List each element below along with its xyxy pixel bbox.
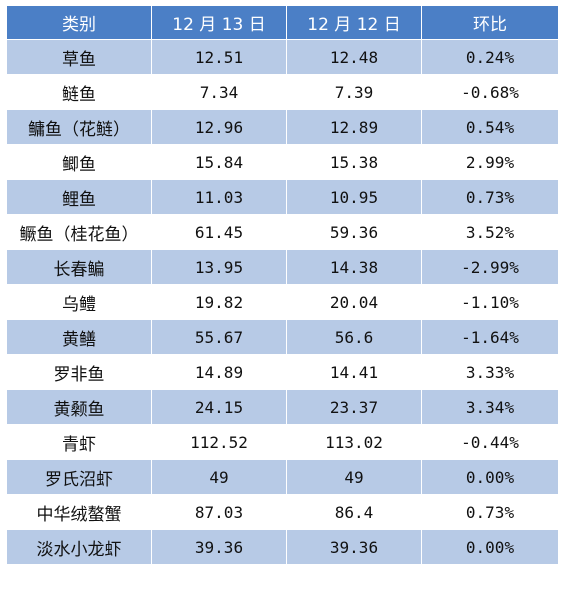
dec-13-price-cell: 13.95 <box>151 249 287 285</box>
header-dec-12: 12 月 12 日 <box>286 5 422 40</box>
change-cell: 0.24% <box>421 39 559 75</box>
table-row: 淡水小龙虾 39.36 39.36 0.00% <box>6 529 559 565</box>
table-row: 草鱼 12.51 12.48 0.24% <box>6 39 559 75</box>
dec-12-price-cell: 86.4 <box>286 494 422 530</box>
dec-13-price-cell: 11.03 <box>151 179 287 215</box>
dec-12-price-cell: 113.02 <box>286 424 422 460</box>
category-cell: 青虾 <box>6 424 152 460</box>
dec-12-price-cell: 12.89 <box>286 109 422 145</box>
header-row: 类别 12 月 13 日 12 月 12 日 环比 <box>6 5 559 40</box>
change-cell: 0.54% <box>421 109 559 145</box>
dec-12-price-cell: 10.95 <box>286 179 422 215</box>
dec-13-price-cell: 14.89 <box>151 354 287 390</box>
dec-12-price-cell: 7.39 <box>286 74 422 110</box>
dec-13-price-cell: 112.52 <box>151 424 287 460</box>
change-cell: 3.33% <box>421 354 559 390</box>
category-cell: 中华绒螯蟹 <box>6 494 152 530</box>
change-cell: 0.73% <box>421 179 559 215</box>
category-cell: 黄颡鱼 <box>6 389 152 425</box>
dec-12-price-cell: 49 <box>286 459 422 495</box>
dec-12-price-cell: 23.37 <box>286 389 422 425</box>
category-cell: 罗非鱼 <box>6 354 152 390</box>
change-cell: 0.73% <box>421 494 559 530</box>
category-cell: 草鱼 <box>6 39 152 75</box>
dec-12-price-cell: 14.38 <box>286 249 422 285</box>
category-cell: 鳙鱼（花鲢） <box>6 109 152 145</box>
dec-12-price-cell: 20.04 <box>286 284 422 320</box>
table-row: 鲤鱼 11.03 10.95 0.73% <box>6 179 559 215</box>
change-cell: -2.99% <box>421 249 559 285</box>
dec-13-price-cell: 61.45 <box>151 214 287 250</box>
table-row: 鲢鱼 7.34 7.39 -0.68% <box>6 74 559 110</box>
table-row: 黄鳝 55.67 56.6 -1.64% <box>6 319 559 355</box>
dec-12-price-cell: 14.41 <box>286 354 422 390</box>
change-cell: -1.64% <box>421 319 559 355</box>
change-cell: -0.68% <box>421 74 559 110</box>
change-cell: 2.99% <box>421 144 559 180</box>
dec-13-price-cell: 12.51 <box>151 39 287 75</box>
dec-12-price-cell: 59.36 <box>286 214 422 250</box>
table-row: 长春鳊 13.95 14.38 -2.99% <box>6 249 559 285</box>
change-cell: -1.10% <box>421 284 559 320</box>
category-cell: 鳜鱼（桂花鱼） <box>6 214 152 250</box>
category-cell: 黄鳝 <box>6 319 152 355</box>
category-cell: 长春鳊 <box>6 249 152 285</box>
price-table-container: 类别 12 月 13 日 12 月 12 日 环比 草鱼 12.51 12.48 0.… <box>6 5 559 565</box>
header-dec-13: 12 月 13 日 <box>151 5 287 40</box>
dec-12-price-cell: 12.48 <box>286 39 422 75</box>
table-header: 类别 12 月 13 日 12 月 12 日 环比 <box>6 5 559 40</box>
dec-12-price-cell: 39.36 <box>286 529 422 565</box>
dec-13-price-cell: 39.36 <box>151 529 287 565</box>
table-row: 罗非鱼 14.89 14.41 3.33% <box>6 354 559 390</box>
category-cell: 鲫鱼 <box>6 144 152 180</box>
change-cell: -0.44% <box>421 424 559 460</box>
dec-13-price-cell: 24.15 <box>151 389 287 425</box>
table-row: 鳜鱼（桂花鱼） 61.45 59.36 3.52% <box>6 214 559 250</box>
dec-13-price-cell: 15.84 <box>151 144 287 180</box>
table-body: 草鱼 12.51 12.48 0.24% 鲢鱼 7.34 7.39 -0.68% 鳙鱼（花鲢） 1… <box>6 39 559 565</box>
change-cell: 3.34% <box>421 389 559 425</box>
change-cell: 3.52% <box>421 214 559 250</box>
dec-13-price-cell: 12.96 <box>151 109 287 145</box>
change-cell: 0.00% <box>421 529 559 565</box>
category-cell: 鲢鱼 <box>6 74 152 110</box>
table-row: 中华绒螯蟹 87.03 86.4 0.73% <box>6 494 559 530</box>
table-row: 鳙鱼（花鲢） 12.96 12.89 0.54% <box>6 109 559 145</box>
category-cell: 乌鳢 <box>6 284 152 320</box>
dec-13-price-cell: 19.82 <box>151 284 287 320</box>
table-row: 乌鳢 19.82 20.04 -1.10% <box>6 284 559 320</box>
dec-13-price-cell: 7.34 <box>151 74 287 110</box>
table-row: 黄颡鱼 24.15 23.37 3.34% <box>6 389 559 425</box>
dec-12-price-cell: 15.38 <box>286 144 422 180</box>
table-row: 青虾 112.52 113.02 -0.44% <box>6 424 559 460</box>
dec-12-price-cell: 56.6 <box>286 319 422 355</box>
dec-13-price-cell: 87.03 <box>151 494 287 530</box>
dec-13-price-cell: 55.67 <box>151 319 287 355</box>
header-category: 类别 <box>6 5 152 40</box>
header-change: 环比 <box>421 5 559 40</box>
table-row: 鲫鱼 15.84 15.38 2.99% <box>6 144 559 180</box>
table-row: 罗氏沼虾 49 49 0.00% <box>6 459 559 495</box>
dec-13-price-cell: 49 <box>151 459 287 495</box>
price-table: 类别 12 月 13 日 12 月 12 日 环比 草鱼 12.51 12.48 0.… <box>6 5 559 565</box>
change-cell: 0.00% <box>421 459 559 495</box>
category-cell: 淡水小龙虾 <box>6 529 152 565</box>
category-cell: 鲤鱼 <box>6 179 152 215</box>
category-cell: 罗氏沼虾 <box>6 459 152 495</box>
